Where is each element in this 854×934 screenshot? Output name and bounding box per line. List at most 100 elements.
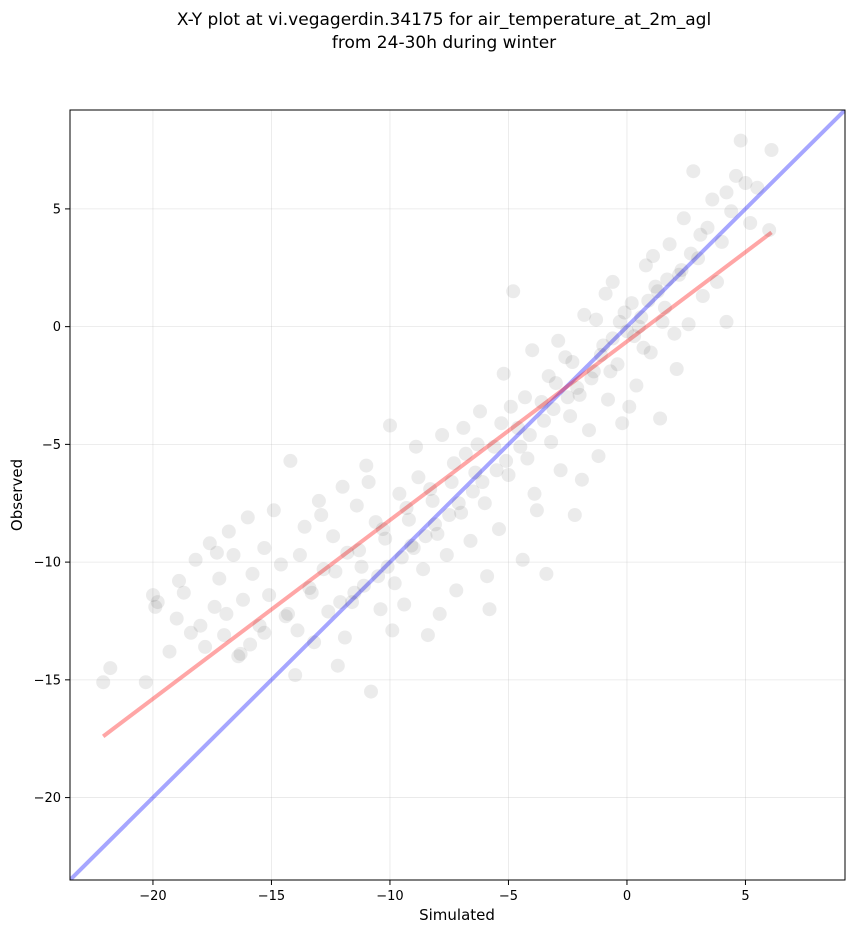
data-point-50 [387,576,402,591]
data-point-54 [406,541,421,555]
data-point-68 [473,404,487,419]
data-point-57 [420,628,435,643]
data-point-11 [198,639,213,654]
data-point-132 [219,606,234,621]
data-point-21 [245,566,260,581]
data-point-91 [582,423,596,438]
data-point-149 [646,249,660,263]
data-point-138 [385,623,400,638]
data-point-95 [601,392,615,407]
data-point-150 [669,362,684,376]
data-points [96,133,779,699]
data-point-86 [558,350,573,365]
data-point-186 [603,364,618,379]
data-point-84 [548,376,563,391]
data-point-81 [534,395,549,409]
data-point-70 [482,602,497,617]
x-tick-label-1: −15 [258,889,285,904]
data-point-72 [492,522,506,537]
data-point-79 [525,343,540,358]
data-point-199 [328,564,343,579]
y-tick-label-5: 5 [53,202,61,217]
data-point-40 [340,545,355,560]
data-point-121 [724,204,739,219]
data-point-66 [463,533,478,548]
data-point-170 [442,508,457,522]
data-point-182 [660,272,675,287]
y-tick-label-3: −5 [42,438,61,453]
data-point-25 [266,503,281,518]
data-point-159 [570,380,585,395]
data-point-90 [577,307,592,322]
data-point-130 [148,599,163,614]
data-point-18 [231,649,246,664]
data-point-111 [676,211,691,226]
data-point-58 [425,493,440,508]
data-point-47 [373,602,388,617]
data-point-13 [207,599,222,614]
data-point-125 [743,216,758,230]
data-point-56 [416,562,431,577]
x-tick-label-5: 5 [741,889,749,904]
data-point-196 [399,501,414,515]
data-point-113 [686,164,701,179]
data-point-62 [444,475,459,489]
data-point-156 [605,331,620,346]
data-point-52 [397,597,412,612]
data-point-45 [364,684,378,699]
y-axis-ticks: −20 −15 −10 −5 0 5 [34,202,70,806]
data-point-195 [423,482,438,497]
data-point-88 [567,508,582,522]
data-point-32 [302,581,317,595]
data-point-189 [565,355,580,369]
data-point-16 [221,524,236,539]
data-point-160 [560,390,575,405]
x-axis-label: Simulated [419,906,495,924]
data-point-106 [653,411,668,426]
data-point-168 [465,484,480,499]
plot-frame [69,109,846,881]
data-point-19 [236,592,250,607]
data-point-71 [487,439,502,454]
data-point-137 [361,475,376,489]
data-point-163 [522,428,537,442]
data-point-93 [591,449,606,464]
data-point-198 [352,543,367,558]
data-point-148 [622,399,637,414]
data-point-6 [169,611,184,626]
data-point-164 [513,439,528,454]
x-axis-ticks: −20 −15 −10 −5 0 5 [139,880,750,904]
data-point-184 [683,246,698,261]
data-point-115 [695,289,710,303]
data-point-63 [449,583,464,598]
data-point-118 [710,274,724,289]
data-point-38 [330,658,345,673]
data-point-126 [750,180,765,195]
data-point-176 [371,569,386,584]
data-point-193 [470,437,485,452]
data-point-7 [176,585,191,600]
data-point-85 [553,463,568,478]
data-point-122 [729,168,743,183]
data-point-204 [209,545,224,560]
data-point-172 [418,529,433,544]
data-point-46 [368,515,383,530]
data-point-73 [496,366,511,381]
data-point-108 [662,237,677,252]
data-point-190 [541,369,556,384]
data-point-89 [572,387,587,402]
data-point-155 [631,319,646,334]
data-point-128 [764,143,779,157]
data-point-78 [520,451,535,466]
data-point-2 [138,675,153,690]
data-point-23 [257,541,272,555]
data-point-175 [380,559,395,574]
data-point-0 [96,675,111,690]
data-point-194 [446,456,461,471]
data-point-77 [515,552,530,567]
data-point-147 [598,286,613,301]
data-point-31 [297,519,312,534]
x-tick-label-3: −5 [499,889,518,904]
data-point-3 [146,588,160,603]
